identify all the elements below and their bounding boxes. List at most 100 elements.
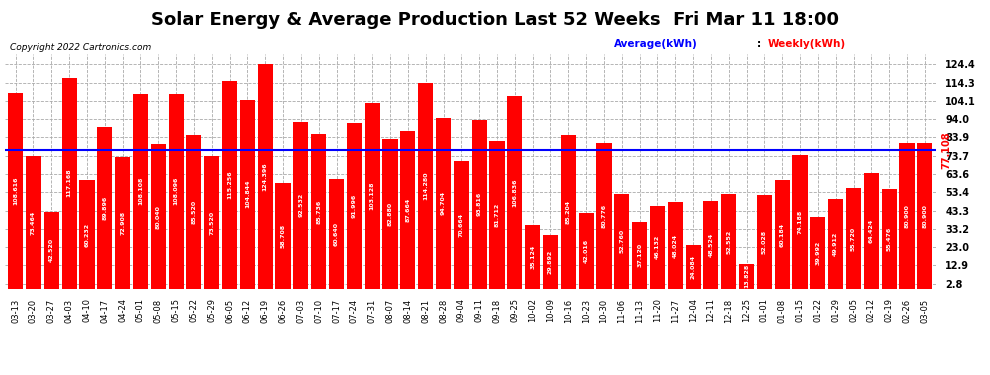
- Text: 117.168: 117.168: [66, 169, 71, 198]
- Text: 85.520: 85.520: [191, 200, 196, 224]
- Text: 46.132: 46.132: [655, 235, 660, 259]
- Bar: [275, 183, 291, 289]
- Text: 72.908: 72.908: [120, 211, 125, 235]
- Bar: [918, 143, 933, 289]
- Text: 80.900: 80.900: [923, 204, 928, 228]
- Text: 87.664: 87.664: [405, 198, 410, 222]
- Text: 37.120: 37.120: [638, 243, 643, 267]
- Text: 48.524: 48.524: [709, 233, 714, 257]
- Text: 52.028: 52.028: [762, 230, 767, 254]
- Text: 85.204: 85.204: [566, 200, 571, 224]
- Bar: [578, 213, 594, 289]
- Text: 49.912: 49.912: [834, 232, 839, 256]
- Bar: [596, 143, 612, 289]
- Bar: [186, 135, 202, 289]
- Bar: [632, 222, 647, 289]
- Text: 74.188: 74.188: [798, 210, 803, 234]
- Text: Copyright 2022 Cartronics.com: Copyright 2022 Cartronics.com: [10, 43, 151, 52]
- Bar: [900, 143, 915, 289]
- Bar: [346, 123, 362, 289]
- Bar: [61, 78, 76, 289]
- Text: 70.664: 70.664: [458, 213, 464, 237]
- Text: 82.880: 82.880: [387, 202, 392, 226]
- Bar: [829, 199, 843, 289]
- Bar: [8, 93, 23, 289]
- Bar: [471, 120, 487, 289]
- Text: 52.552: 52.552: [727, 229, 732, 254]
- Text: 80.776: 80.776: [602, 204, 607, 228]
- Text: 60.184: 60.184: [780, 222, 785, 246]
- Text: 60.232: 60.232: [84, 222, 89, 246]
- Bar: [97, 127, 112, 289]
- Bar: [453, 161, 469, 289]
- Bar: [257, 64, 273, 289]
- Bar: [810, 217, 826, 289]
- Text: 93.816: 93.816: [476, 192, 482, 216]
- Text: 39.992: 39.992: [816, 241, 821, 265]
- Bar: [756, 195, 772, 289]
- Text: 92.532: 92.532: [298, 193, 303, 217]
- Text: 91.996: 91.996: [351, 194, 356, 218]
- Text: 103.128: 103.128: [369, 182, 374, 210]
- Bar: [400, 131, 416, 289]
- Bar: [133, 94, 148, 289]
- Text: 108.096: 108.096: [173, 177, 178, 206]
- Bar: [382, 140, 398, 289]
- Bar: [685, 245, 701, 289]
- Bar: [26, 156, 41, 289]
- Bar: [864, 172, 879, 289]
- Text: 85.736: 85.736: [316, 200, 321, 223]
- Bar: [489, 141, 505, 289]
- Text: 114.280: 114.280: [423, 171, 429, 200]
- Bar: [311, 134, 327, 289]
- Text: 58.708: 58.708: [280, 224, 285, 248]
- Text: 80.900: 80.900: [905, 204, 910, 228]
- Text: 77.108: 77.108: [941, 131, 951, 168]
- Text: 60.640: 60.640: [334, 222, 339, 246]
- Bar: [543, 235, 558, 289]
- Text: 108.616: 108.616: [13, 177, 18, 205]
- Bar: [507, 96, 523, 289]
- Bar: [115, 157, 131, 289]
- Bar: [436, 118, 451, 289]
- Text: 55.476: 55.476: [887, 226, 892, 251]
- Bar: [846, 188, 861, 289]
- Bar: [329, 179, 345, 289]
- Text: 24.084: 24.084: [691, 255, 696, 279]
- Text: 13.828: 13.828: [744, 264, 749, 288]
- Bar: [293, 122, 309, 289]
- Text: 94.704: 94.704: [441, 191, 446, 216]
- Bar: [649, 206, 665, 289]
- Bar: [240, 100, 255, 289]
- Text: 35.124: 35.124: [531, 245, 536, 269]
- Bar: [703, 201, 719, 289]
- Text: 104.844: 104.844: [245, 180, 249, 209]
- Text: 106.836: 106.836: [512, 178, 518, 207]
- Bar: [721, 194, 737, 289]
- Text: :: :: [757, 39, 761, 50]
- Bar: [560, 135, 576, 289]
- Bar: [168, 94, 184, 289]
- Bar: [614, 194, 630, 289]
- Text: 52.760: 52.760: [620, 229, 625, 253]
- Text: 42.520: 42.520: [49, 238, 53, 262]
- Text: 80.040: 80.040: [155, 205, 160, 228]
- Bar: [667, 202, 683, 289]
- Bar: [364, 103, 380, 289]
- Text: 115.256: 115.256: [227, 171, 232, 199]
- Bar: [150, 144, 166, 289]
- Text: Solar Energy & Average Production Last 52 Weeks  Fri Mar 11 18:00: Solar Energy & Average Production Last 5…: [151, 11, 839, 29]
- Text: 48.024: 48.024: [673, 233, 678, 258]
- Text: 81.712: 81.712: [494, 203, 500, 227]
- Bar: [222, 81, 238, 289]
- Bar: [774, 180, 790, 289]
- Text: 124.396: 124.396: [262, 162, 267, 191]
- Text: 108.108: 108.108: [138, 177, 143, 206]
- Text: 73.520: 73.520: [209, 210, 214, 234]
- Text: 29.892: 29.892: [548, 250, 553, 274]
- Bar: [44, 212, 58, 289]
- Text: 89.896: 89.896: [102, 196, 107, 220]
- Bar: [739, 264, 754, 289]
- Text: 55.720: 55.720: [851, 226, 856, 251]
- Bar: [204, 156, 220, 289]
